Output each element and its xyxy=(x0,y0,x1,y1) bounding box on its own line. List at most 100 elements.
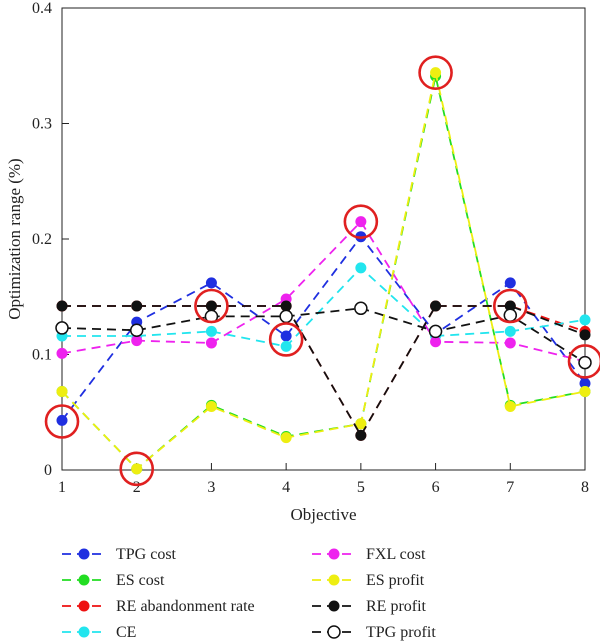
legend-marker xyxy=(327,625,341,639)
data-point xyxy=(579,314,591,326)
highlight-circle xyxy=(567,344,600,379)
legend-item-es-profit: ES profit xyxy=(312,572,425,589)
plot-frame xyxy=(61,7,586,471)
legend-marker xyxy=(328,600,340,612)
legend-marker xyxy=(78,548,90,560)
legend-item-re-profit: RE profit xyxy=(312,598,427,615)
data-point xyxy=(56,414,68,426)
y-tick-label: 0.1 xyxy=(32,347,52,364)
data-point xyxy=(56,385,68,397)
legend-item-tpg-profit: TPG profit xyxy=(312,624,436,641)
data-point xyxy=(430,336,442,348)
legend-label: ES profit xyxy=(366,572,425,589)
highlight-layer xyxy=(44,55,600,487)
legend-label: FXL cost xyxy=(366,546,426,563)
series-fxl-cost xyxy=(56,216,591,367)
series-re-profit xyxy=(56,300,591,441)
data-point xyxy=(503,308,518,322)
series-line-tpg-cost xyxy=(61,235,586,421)
x-tick-label: 8 xyxy=(581,479,589,496)
x-axis-label: Objective xyxy=(290,505,356,524)
highlight-circle xyxy=(119,451,155,487)
data-point xyxy=(205,337,217,349)
legend-item-re-abandonment-rate: RE abandonment rate xyxy=(62,598,255,615)
y-tick-label: 0.2 xyxy=(32,231,52,248)
data-point xyxy=(205,400,217,412)
data-point xyxy=(56,347,68,359)
highlight-circle xyxy=(194,288,229,324)
legend-label: ES cost xyxy=(116,572,165,589)
data-point xyxy=(355,429,367,441)
data-point xyxy=(504,325,516,337)
data-point xyxy=(205,300,217,312)
data-point xyxy=(279,309,293,324)
data-point xyxy=(205,325,217,337)
series-es-cost xyxy=(56,70,591,475)
data-point xyxy=(504,300,516,312)
data-point xyxy=(129,323,144,337)
legend-marker xyxy=(78,574,90,586)
data-point xyxy=(355,262,367,274)
legend-item-es-cost: ES cost xyxy=(62,572,165,589)
x-tick-label: 3 xyxy=(207,479,215,496)
data-point xyxy=(55,321,69,335)
y-tick-label: 0 xyxy=(44,462,52,479)
data-point xyxy=(579,377,591,389)
data-point xyxy=(504,400,516,412)
y-axis-label: Optimization range (%) xyxy=(5,158,24,319)
data-point xyxy=(355,216,367,228)
data-point xyxy=(280,432,292,444)
data-point xyxy=(56,300,68,312)
highlight-circle xyxy=(268,322,304,357)
series-line-fxl-cost xyxy=(61,220,586,363)
series-line-re-profit xyxy=(62,305,586,438)
highlight-circle xyxy=(418,55,453,90)
x-tick-label: 7 xyxy=(506,479,514,496)
data-point xyxy=(354,301,368,316)
data-point xyxy=(280,300,292,312)
legend-label: TPG profit xyxy=(366,624,436,641)
x-tick-label: 6 xyxy=(432,479,440,496)
y-tick-label: 0.4 xyxy=(32,0,52,17)
highlight-circle xyxy=(44,404,80,439)
x-tick-label: 2 xyxy=(133,479,141,496)
data-point xyxy=(280,340,292,352)
series-es-profit xyxy=(56,67,591,475)
axes: 0 0.1 0.2 0.3 0.4 1 2 3 4 5 6 7 8 xyxy=(32,0,589,496)
data-point xyxy=(355,418,367,430)
legend-label: RE profit xyxy=(366,598,427,615)
legend: TPG cost ES cost RE abandonment rate CE FXL … xyxy=(62,546,436,641)
series-line-ce xyxy=(62,266,586,348)
data-point xyxy=(205,277,217,289)
legend-marker xyxy=(78,626,90,638)
legend-label: CE xyxy=(116,624,136,641)
data-point xyxy=(579,329,591,341)
legend-marker xyxy=(328,574,340,586)
x-tick-label: 4 xyxy=(282,479,290,496)
highlight-circle xyxy=(343,204,379,239)
data-point xyxy=(504,277,516,289)
legend-item-fxl-cost: FXL cost xyxy=(312,546,426,563)
data-point xyxy=(504,337,516,349)
legend-marker xyxy=(78,600,90,612)
x-tick-label: 1 xyxy=(58,479,66,496)
legend-marker xyxy=(328,548,340,560)
data-point xyxy=(430,300,442,312)
legend-label: TPG cost xyxy=(116,546,177,563)
legend-label: RE abandonment rate xyxy=(116,598,255,615)
data-point xyxy=(578,355,592,370)
legend-item-tpg-cost: TPG cost xyxy=(62,546,177,563)
x-tick-label: 5 xyxy=(357,479,365,496)
data-point xyxy=(131,463,143,475)
data-point xyxy=(430,67,442,79)
data-point xyxy=(280,330,292,342)
legend-item-ce: CE xyxy=(62,624,136,641)
data-point xyxy=(131,335,143,347)
highlight-circle xyxy=(492,288,528,324)
y-tick-label: 0.3 xyxy=(32,116,52,133)
data-point xyxy=(579,385,591,397)
data-point xyxy=(131,300,143,312)
plot-area xyxy=(61,7,586,471)
series-layer xyxy=(55,67,592,475)
